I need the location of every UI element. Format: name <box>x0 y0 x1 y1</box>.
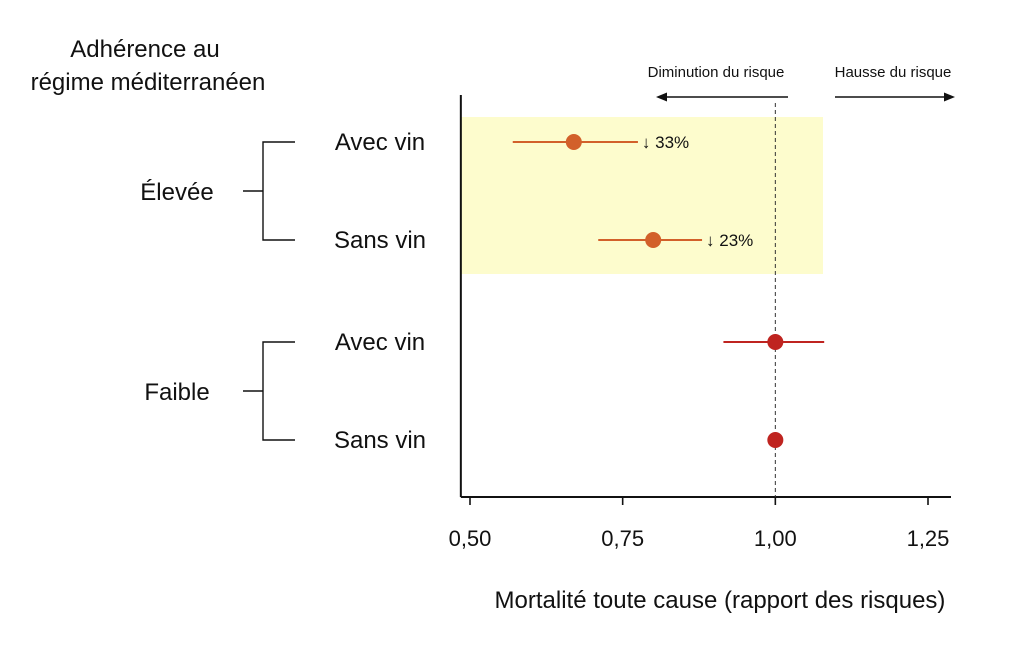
group-bracket <box>243 141 295 241</box>
point-estimate <box>645 232 662 248</box>
x-tick-label: 0,75 <box>601 526 644 551</box>
risk-change-label: ↓ 23% <box>706 231 753 250</box>
point-estimate <box>767 432 784 448</box>
row-label: Avec vin <box>335 329 425 356</box>
direction-left-label: Diminution du risque <box>648 64 785 81</box>
row-label: Sans vin <box>334 427 426 454</box>
x-axis-label: Mortalité toute cause (rapport des risqu… <box>495 587 946 614</box>
arrow-right-icon <box>835 92 955 102</box>
point-estimate <box>565 134 582 150</box>
arrow-left-icon <box>656 92 788 102</box>
risk-change-label: ↓ 33% <box>642 133 689 152</box>
group-label: Faible <box>144 379 209 406</box>
point-estimate <box>767 334 784 350</box>
x-tick-label: 1,00 <box>754 526 797 551</box>
group-label: Élevée <box>140 179 213 206</box>
x-tick-label: 0,50 <box>449 526 492 551</box>
row-label: Avec vin <box>335 129 425 156</box>
x-tick-label: 1,25 <box>907 526 950 551</box>
group-header-line-1: Adhérence au <box>70 36 219 63</box>
row-label: Sans vin <box>334 227 426 254</box>
group-bracket <box>243 341 295 441</box>
group-header-line-2: régime méditerranéen <box>31 69 266 96</box>
direction-right-label: Hausse du risque <box>835 64 952 81</box>
highlight-band <box>460 117 823 274</box>
